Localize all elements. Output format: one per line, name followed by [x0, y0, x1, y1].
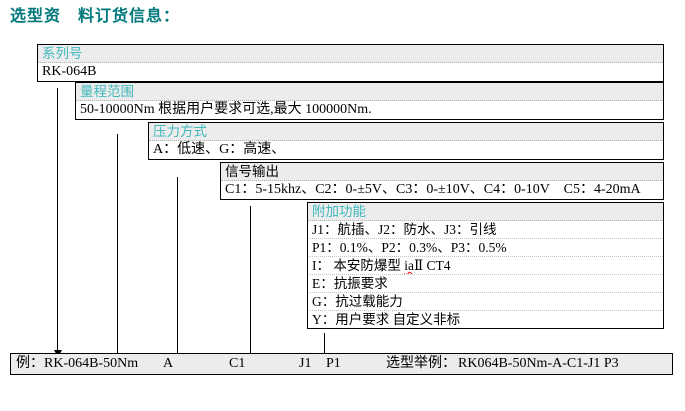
signal-output-value: C1：5-15khz、C2：0-±5V、C3：0-±10V、C4：0-10V C… — [225, 182, 641, 197]
additional-functions-label: 附加功能 — [312, 204, 366, 219]
series-number-value: RK-064B — [42, 64, 97, 79]
pressure-mode-box: 压力方式 A：低速、G：高速、 — [148, 122, 664, 160]
explosion-proof-suffix: Ⅱ CT4 — [414, 258, 451, 273]
pressure-mode-header: 压力方式 — [149, 123, 663, 141]
example-p-code: P1 — [326, 356, 341, 371]
measuring-range-label: 量程范围 — [80, 84, 134, 99]
series-number-header: 系列号 — [38, 45, 663, 63]
series-number-box: 系列号 RK-064B — [37, 44, 664, 82]
measuring-range-header: 量程范围 — [76, 83, 663, 101]
explosion-proof-misspelled: ia — [404, 258, 414, 273]
additional-row-connector: J1：航插、J2：防水、J3：引线 — [308, 221, 663, 239]
connector-line-range — [117, 134, 118, 353]
series-number-label: 系列号 — [42, 46, 83, 61]
additional-functions-box: 附加功能 J1：航插、J2：防水、J3：引线 P1：0.1%、P2：0.3%、P… — [307, 202, 664, 329]
signal-output-header: 信号输出 — [221, 163, 663, 181]
example-prefix-label: 例： — [16, 356, 44, 371]
example-signal-code: C1 — [229, 356, 246, 371]
example-series-code: RK-064B-50Nm — [44, 356, 139, 371]
additional-row-vibration: E：抗振要求 — [308, 275, 663, 293]
signal-output-box: 信号输出 C1：5-15khz、C2：0-±5V、C3：0-±10V、C4：0-… — [220, 162, 664, 200]
selection-example-label: 选型举例： — [386, 356, 456, 371]
additional-functions-header: 附加功能 — [308, 203, 663, 221]
connector-line-signal — [250, 206, 251, 353]
additional-row-accuracy: P1：0.1%、P2：0.3%、P3：0.5% — [308, 239, 663, 257]
measuring-range-value: 50-10000Nm 根据用户要求可选,最大 100000Nm. — [80, 102, 372, 117]
additional-row-explosion-proof: I： 本安防爆型 iaⅡ CT4 — [308, 257, 663, 275]
pressure-mode-label: 压力方式 — [153, 124, 207, 139]
example-bar: 例： RK-064B-50Nm A C1 J1 P1 选型举例： RK064B-… — [10, 353, 673, 375]
explosion-proof-prefix: I： 本安防爆型 — [312, 258, 405, 273]
connector-line-additional — [324, 333, 325, 353]
page-title: 选型资 料订货信息： — [10, 8, 181, 25]
connector-line-series — [57, 88, 58, 353]
example-pressure-code: A — [163, 356, 174, 371]
connector-line-pressure — [177, 177, 178, 353]
additional-row-custom: Y：用户要求 自定义非标 — [312, 312, 461, 327]
example-j-code: J1 — [299, 356, 312, 371]
signal-output-label: 信号输出 — [225, 164, 279, 179]
selection-example-code: RK064B-50Nm-A-C1-J1 P3 — [458, 356, 619, 371]
additional-row-overload: G：抗过载能力 — [308, 293, 663, 311]
pressure-mode-value: A：低速、G：高速、 — [153, 142, 286, 157]
measuring-range-box: 量程范围 50-10000Nm 根据用户要求可选,最大 100000Nm. — [75, 82, 664, 120]
